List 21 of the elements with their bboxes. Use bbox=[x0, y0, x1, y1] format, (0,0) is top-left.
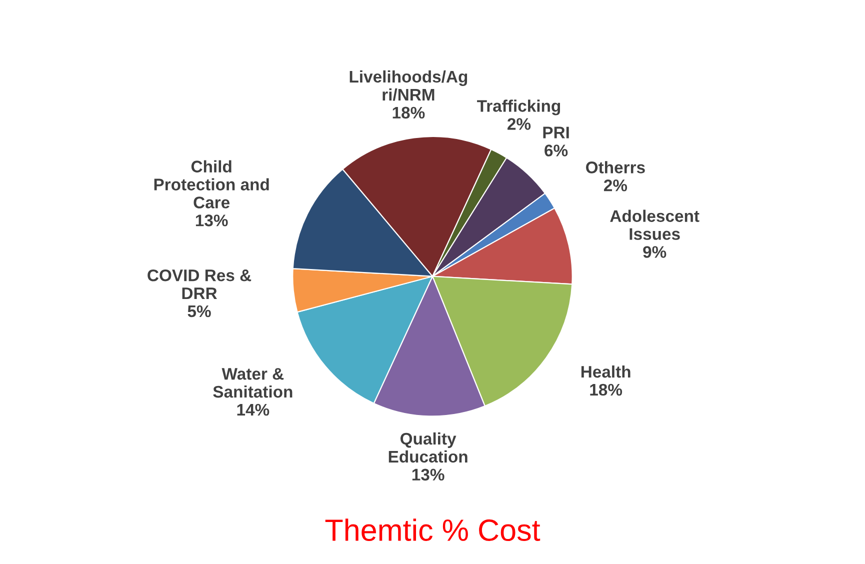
data-label: 5% bbox=[188, 305, 211, 318]
slice-label: Quality Education bbox=[388, 432, 468, 463]
slice-label: Adolescent Issues bbox=[610, 210, 700, 240]
data-label: 18% bbox=[392, 106, 425, 119]
slice-label: PRI bbox=[543, 126, 569, 138]
data-label: 2% bbox=[604, 180, 628, 192]
slice-label: Child Protection and Care bbox=[154, 160, 269, 208]
data-label: 6% bbox=[544, 144, 568, 156]
slice-label: Livelihoods/Ag ri/NRM bbox=[350, 70, 468, 101]
data-label: 14% bbox=[237, 404, 270, 416]
slice-label: Water & Sanitation bbox=[213, 368, 292, 398]
slice-label: COVID Res & DRR bbox=[148, 269, 252, 300]
data-label: 9% bbox=[643, 246, 666, 258]
text: Themtic % Cost bbox=[325, 518, 540, 542]
slice-label: Health bbox=[581, 365, 630, 378]
data-label: 13% bbox=[196, 214, 228, 226]
slice-label: Otherrs bbox=[586, 161, 645, 174]
data-label: 13% bbox=[412, 468, 444, 481]
data-label: 18% bbox=[590, 384, 622, 396]
slice-label: Trafficking bbox=[477, 100, 560, 116]
data-label: 2% bbox=[508, 118, 531, 130]
